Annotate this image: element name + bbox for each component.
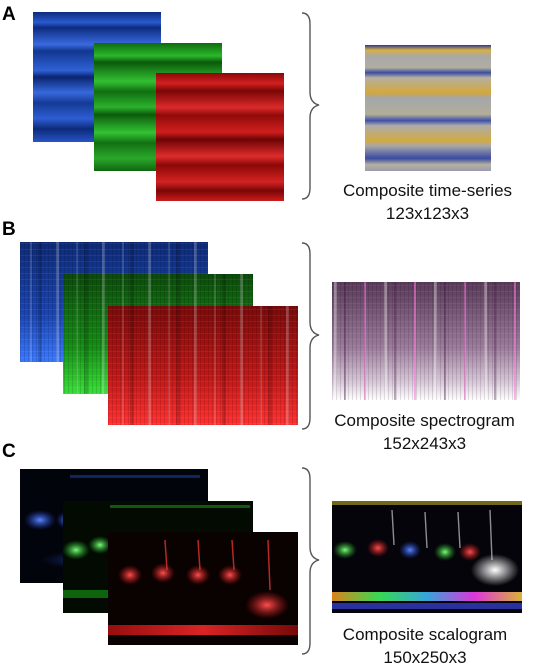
panel-b-layers — [20, 242, 298, 425]
panel-c-caption-size: 150x250x3 — [383, 648, 467, 667]
panel-b-red-layer — [108, 306, 298, 425]
panel-b-composite-image — [332, 282, 520, 400]
panel-c-layers — [20, 469, 298, 645]
panel-a-caption: Composite time-series 123x123x3 — [325, 179, 530, 225]
panel-a-composite-image — [365, 45, 491, 171]
panel-b-caption: Composite spectrogram 152x243x3 — [316, 409, 533, 455]
panel-a-caption-title: Composite time-series — [342, 181, 513, 200]
panel-c-caption-title: Composite scalogram — [342, 625, 508, 644]
panel-c-red-layer — [108, 532, 298, 645]
panel-c-brace — [301, 467, 320, 655]
panel-a-brace — [301, 12, 320, 200]
panel-c-composite-image — [332, 501, 522, 613]
panel-a-letter: A — [2, 4, 16, 25]
panel-a-red-layer — [156, 73, 284, 201]
panel-a-layers — [33, 12, 284, 201]
panel-b-letter: B — [2, 219, 16, 240]
panel-b-caption-size: 152x243x3 — [382, 434, 467, 453]
panel-c-letter: C — [2, 441, 16, 462]
panel-b-brace — [301, 242, 320, 430]
panel-c-caption: Composite scalogram 150x250x3 — [320, 623, 530, 669]
panel-b-caption-title: Composite spectrogram — [334, 411, 515, 430]
panel-a-caption-size: 123x123x3 — [385, 204, 470, 223]
